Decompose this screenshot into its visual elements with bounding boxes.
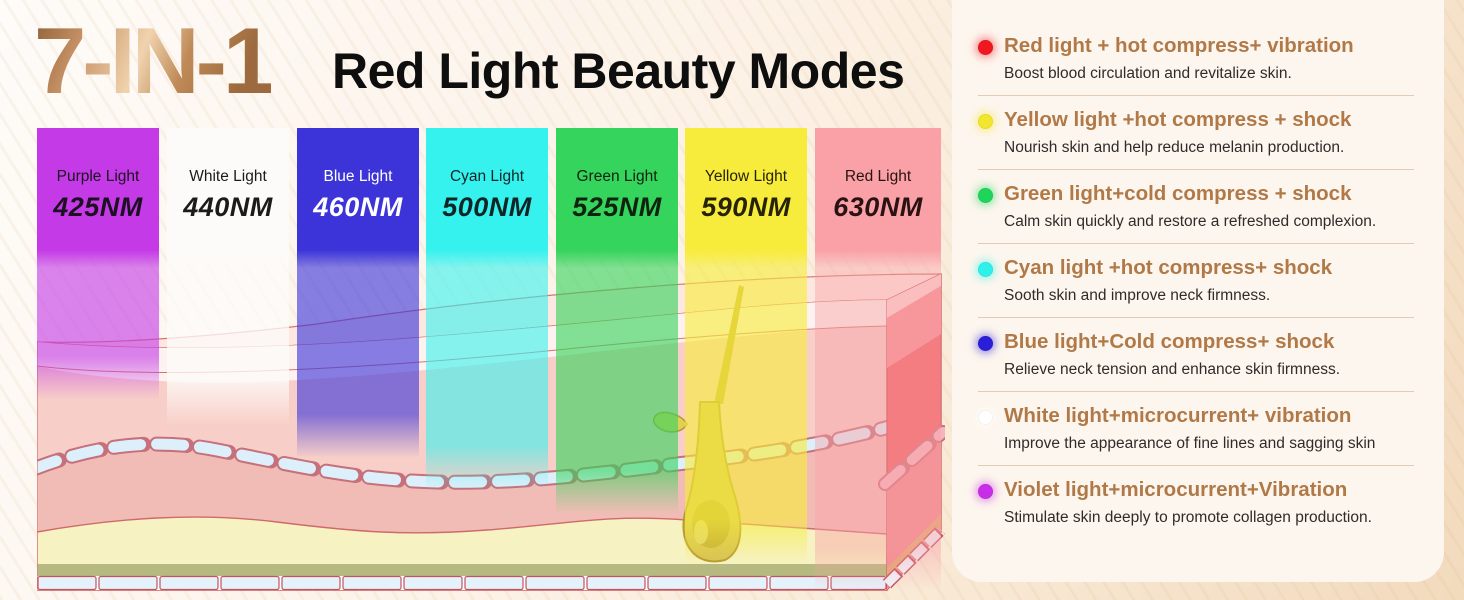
divider — [978, 317, 1414, 318]
yellow-mode-dot — [978, 114, 993, 129]
divider — [978, 169, 1414, 170]
mode-title: Cyan light +hot compress+ shock — [1004, 256, 1333, 279]
mode-description: Sooth skin and improve neck firmness. — [1004, 286, 1271, 304]
divider — [978, 465, 1414, 466]
mode-item-violet: Violet light+microcurrent+Vibration Stim… — [978, 468, 1414, 537]
cyan-mode-dot — [978, 262, 993, 277]
light-column-cyan: Cyan Light 500NM — [426, 128, 548, 490]
light-name: Red Light — [844, 168, 912, 185]
green-mode-dot — [978, 188, 993, 203]
light-column-green: Green Light 525NM — [556, 128, 678, 514]
light-name: Purple Light — [56, 168, 140, 185]
mode-title: Blue light+Cold compress+ shock — [1004, 330, 1335, 353]
mode-item-green: Green light+cold compress + shock Calm s… — [978, 172, 1414, 241]
mode-description: Improve the appearance of fine lines and… — [1004, 434, 1376, 452]
mode-item-white: White light+microcurrent+ vibration Impr… — [978, 394, 1414, 463]
mode-description: Boost blood circulation and revitalize s… — [1004, 64, 1292, 82]
mode-title: Yellow light +hot compress + shock — [1004, 108, 1352, 131]
white-mode-dot — [978, 410, 993, 425]
divider — [978, 243, 1414, 244]
light-wavelength: 590NM — [701, 192, 791, 222]
mode-title: White light+microcurrent+ vibration — [1004, 404, 1352, 427]
mode-description: Nourish skin and help reduce melanin pro… — [1004, 138, 1345, 156]
modes-panel-card — [952, 0, 1444, 582]
mode-title: Green light+cold compress + shock — [1004, 182, 1352, 205]
light-name: Yellow Light — [704, 168, 788, 185]
mode-description: Stimulate skin deeply to promote collage… — [1004, 508, 1372, 526]
skin-penetration-figure: Purple Light 425NM White Light 440NM Blu… — [37, 128, 945, 592]
light-wavelength: 440NM — [183, 192, 273, 222]
light-column-red: Red Light 630NM — [815, 128, 941, 592]
light-wavelength: 500NM — [442, 192, 532, 222]
light-name: Green Light — [576, 168, 658, 185]
red-mode-dot — [978, 40, 993, 55]
mode-item-blue: Blue light+Cold compress+ shock Relieve … — [978, 320, 1414, 389]
mode-description: Relieve neck tension and enhance skin fi… — [1004, 360, 1341, 378]
light-name: Cyan Light — [449, 168, 525, 185]
mode-item-yellow: Yellow light +hot compress + shock Nouri… — [978, 98, 1414, 167]
light-name: Blue Light — [323, 168, 393, 185]
light-wavelength: 425NM — [53, 192, 143, 222]
light-column-white: White Light 440NM — [167, 128, 289, 426]
mode-title: Violet light+microcurrent+Vibration — [1004, 478, 1348, 501]
light-wavelength: 460NM — [313, 192, 403, 222]
mode-item-red: Red light + hot compress+ vibration Boos… — [978, 24, 1414, 93]
mode-item-cyan: Cyan light +hot compress+ shock Sooth sk… — [978, 246, 1414, 315]
light-column-yellow: Yellow Light 590NM — [685, 128, 807, 564]
light-column-purple: Purple Light 425NM — [37, 128, 159, 400]
light-wavelength: 630NM — [833, 192, 923, 222]
page-title: Red Light Beauty Modes — [332, 43, 905, 99]
divider — [978, 95, 1414, 96]
beauty-modes-list: Red light + hot compress+ vibration Boos… — [978, 24, 1414, 537]
mode-title: Red light + hot compress+ vibration — [1004, 34, 1354, 57]
seven-in-one-badge: 7-IN-1 — [34, 8, 275, 113]
mode-description: Calm skin quickly and restore a refreshe… — [1004, 212, 1377, 230]
light-wavelength: 525NM — [572, 192, 662, 222]
divider — [978, 391, 1414, 392]
light-column-blue: Blue Light 460NM — [297, 128, 419, 458]
light-name: White Light — [189, 168, 267, 185]
violet-mode-dot — [978, 484, 993, 499]
blue-mode-dot — [978, 336, 993, 351]
